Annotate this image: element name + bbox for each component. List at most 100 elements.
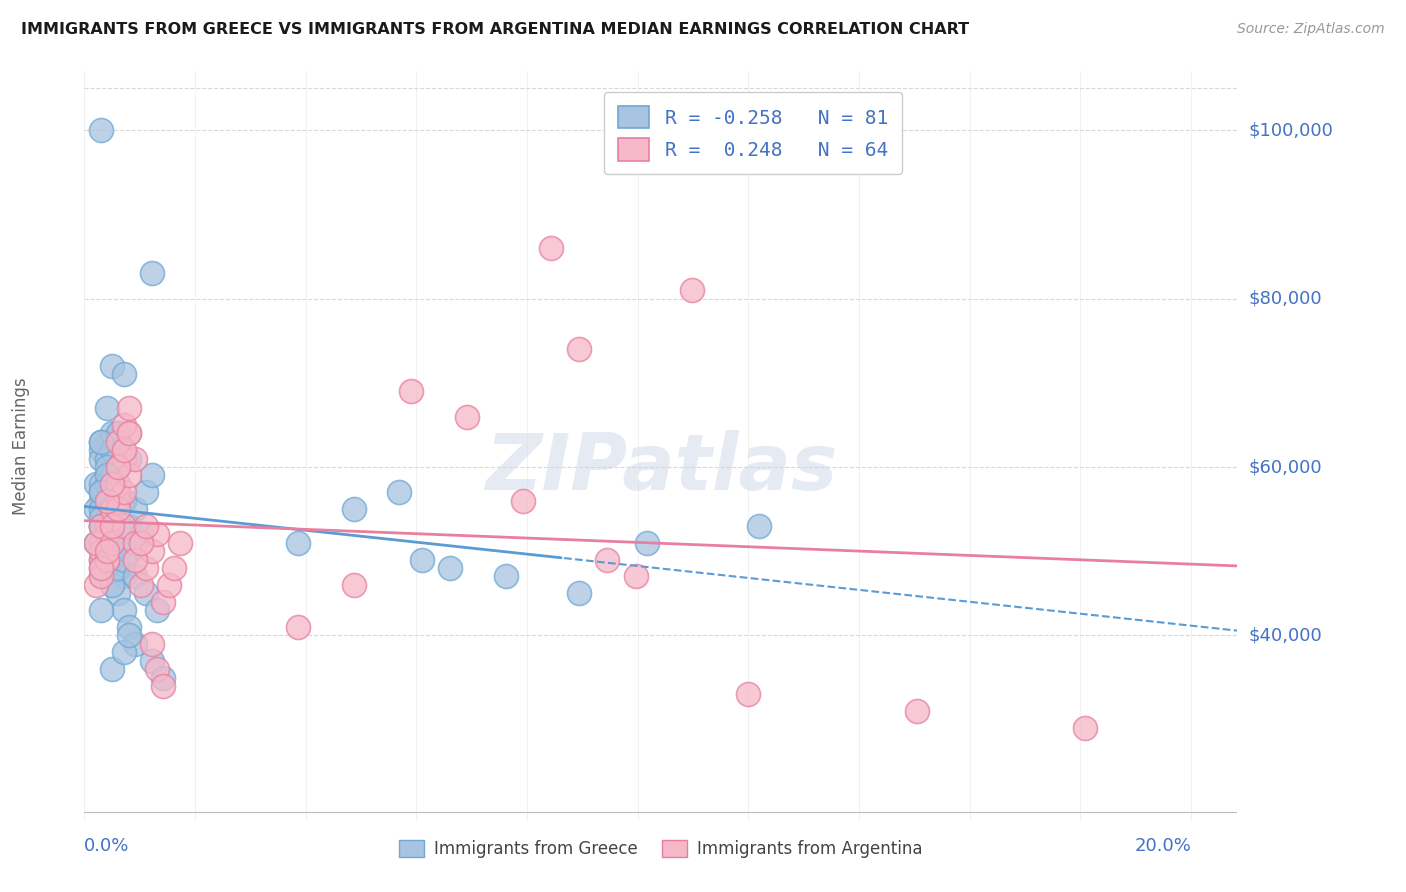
Point [96,434,118,449]
Point [624,569,647,583]
Point [107,460,129,475]
Point [512,493,534,508]
Point [495,569,517,583]
Point [1074,721,1097,735]
Point [90,434,112,449]
Point [112,485,135,500]
Point [96,510,118,524]
Point [107,426,129,441]
Point [287,620,309,634]
Point [101,502,124,516]
Point [118,401,141,416]
Text: Median Earnings: Median Earnings [11,377,30,515]
Point [101,662,124,676]
Point [124,569,146,583]
Point [90,544,112,558]
Point [90,519,112,533]
Point [90,451,112,466]
Point [101,552,124,566]
Point [112,603,135,617]
Text: Source: ZipAtlas.com: Source: ZipAtlas.com [1237,22,1385,37]
Point [96,536,118,550]
Point [96,476,118,491]
Point [112,519,135,533]
Point [596,552,619,566]
Point [101,578,124,592]
Point [90,561,112,575]
Point [118,426,141,441]
Point [101,443,124,458]
Point [90,123,112,137]
Point [157,578,180,592]
Point [411,552,433,566]
Point [129,536,152,550]
Point [568,342,591,356]
Point [112,417,135,432]
Point [905,704,928,718]
Point [124,552,146,566]
Point [112,368,135,382]
Point [101,536,124,550]
Point [90,485,112,500]
Point [636,536,658,550]
Point [568,586,591,600]
Point [112,569,135,583]
Point [101,468,124,483]
Point [141,267,163,281]
Point [96,519,118,533]
Point [101,502,124,516]
Point [135,561,157,575]
Legend: Immigrants from Greece, Immigrants from Argentina: Immigrants from Greece, Immigrants from … [392,833,929,864]
Point [90,603,112,617]
Point [101,527,124,541]
Point [169,536,191,550]
Text: ZIPatlas: ZIPatlas [485,431,837,507]
Point [118,628,141,642]
Text: 20.0%: 20.0% [1135,838,1191,855]
Point [107,544,129,558]
Point [90,569,112,583]
Point [96,451,118,466]
Point [118,426,141,441]
Point [107,460,129,475]
Point [135,519,157,533]
Point [96,401,118,416]
Point [101,443,124,458]
Point [152,595,174,609]
Point [112,493,135,508]
Point [96,552,118,566]
Point [84,536,107,550]
Point [124,536,146,550]
Point [129,527,152,541]
Point [84,578,107,592]
Point [748,519,770,533]
Point [107,586,129,600]
Point [101,359,124,373]
Point [129,578,152,592]
Point [112,443,135,458]
Point [90,569,112,583]
Point [146,527,169,541]
Point [90,476,112,491]
Point [84,536,107,550]
Point [84,476,107,491]
Point [124,502,146,516]
Point [540,241,562,255]
Point [90,519,112,533]
Point [96,460,118,475]
Point [152,671,174,685]
Point [107,493,129,508]
Point [107,561,129,575]
Point [90,536,112,550]
Point [124,451,146,466]
Text: $100,000: $100,000 [1249,121,1333,139]
Point [112,645,135,659]
Point [101,426,124,441]
Point [287,536,309,550]
Point [141,544,163,558]
Point [681,283,703,297]
Point [118,519,141,533]
Point [152,679,174,693]
Point [343,578,366,592]
Point [101,485,124,500]
